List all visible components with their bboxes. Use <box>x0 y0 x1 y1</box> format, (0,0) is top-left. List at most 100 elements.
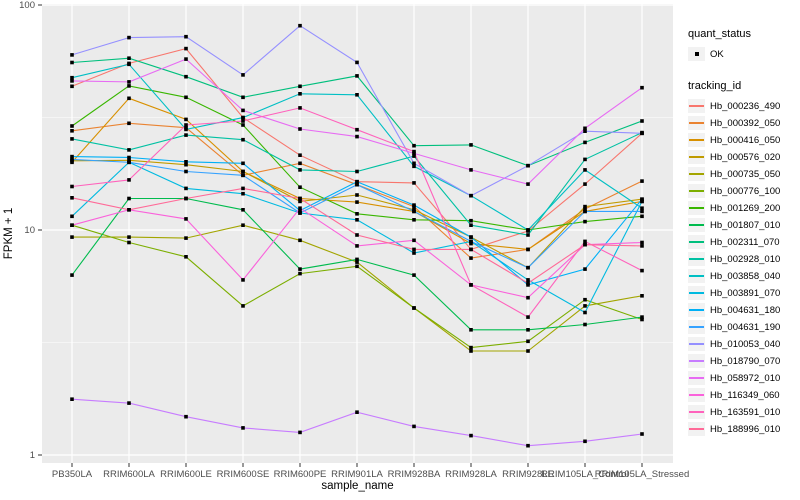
legend-item-label: Hb_001807_010 <box>710 219 781 231</box>
data-point <box>184 186 188 191</box>
data-point <box>127 84 131 88</box>
legend-item-label: Hb_058972_010 <box>710 372 781 384</box>
series-color-swatch <box>688 235 705 249</box>
legend-item-Hb_000735_050: Hb_000735_050 <box>688 167 798 181</box>
data-point <box>412 161 416 166</box>
legend-item-label: Hb_004631_180 <box>710 304 781 316</box>
data-point <box>355 212 359 216</box>
legend-item-Hb_003858_040: Hb_003858_040 <box>688 269 798 283</box>
data-point <box>526 281 530 285</box>
data-point <box>298 153 302 157</box>
data-point <box>127 208 131 212</box>
series-color-swatch <box>688 388 705 402</box>
data-point <box>298 168 302 172</box>
data-point <box>298 267 302 271</box>
data-point <box>526 278 530 282</box>
data-point <box>469 345 473 350</box>
data-point <box>583 267 587 271</box>
data-point <box>241 208 245 212</box>
data-point <box>70 397 74 401</box>
data-point <box>184 57 188 61</box>
data-point <box>127 196 131 201</box>
data-point <box>184 196 188 201</box>
data-point <box>127 121 131 126</box>
data-point <box>298 238 302 243</box>
data-point <box>298 161 302 166</box>
data-point <box>355 233 359 237</box>
data-point <box>583 207 587 211</box>
data-point <box>127 96 131 101</box>
series-color-swatch <box>688 184 705 198</box>
data-point <box>526 443 530 448</box>
legend-item-label: Hb_000576_020 <box>710 151 781 163</box>
legend: quant_status OK tracking_id Hb_000236_49… <box>688 28 798 439</box>
data-point <box>70 84 74 89</box>
data-point <box>127 62 131 67</box>
data-point <box>355 244 359 248</box>
data-point <box>70 60 74 65</box>
data-point <box>640 209 644 214</box>
data-point <box>355 218 359 222</box>
legend-item-label: Hb_003858_040 <box>710 270 781 282</box>
legend-spacer <box>688 64 798 80</box>
data-point <box>640 119 644 123</box>
legend-title-quant-status: quant_status <box>688 28 751 40</box>
data-point <box>583 182 587 186</box>
data-point <box>127 35 131 40</box>
data-point <box>526 339 530 344</box>
data-point <box>640 131 644 136</box>
series-color-swatch <box>688 405 705 419</box>
x-axis-title: sample_name <box>321 480 393 492</box>
x-tick-label: RRIM928BA <box>388 469 441 480</box>
data-point <box>469 239 473 244</box>
x-tick-label: PB350LA <box>52 469 93 480</box>
data-point <box>127 235 131 239</box>
legend-tracking-id-items: Hb_000236_490 Hb_000392_050 Hb_000416_050 H… <box>688 99 798 439</box>
x-tick-label: RRIM901LA <box>331 469 383 480</box>
series-color-swatch <box>688 303 705 317</box>
data-point <box>412 203 416 207</box>
data-point <box>127 158 131 163</box>
data-point <box>469 223 473 227</box>
legend-item-label: Hb_000776_100 <box>710 185 781 197</box>
data-point <box>70 235 74 239</box>
legend-item-Hb_000392_050: Hb_000392_050 <box>688 116 798 130</box>
data-point <box>184 95 188 100</box>
data-point <box>70 79 74 83</box>
series-color-swatch <box>688 150 705 164</box>
data-point <box>298 208 302 213</box>
legend-item-label: Hb_002928_010 <box>710 253 781 265</box>
data-point <box>70 157 74 162</box>
x-tick-label: RRIM600SE <box>217 469 270 480</box>
data-point <box>184 34 188 39</box>
data-point <box>241 426 245 430</box>
data-point <box>526 247 530 252</box>
data-point <box>583 126 587 131</box>
data-point <box>640 317 644 322</box>
data-point <box>241 137 245 142</box>
data-point <box>298 127 302 131</box>
data-point <box>355 93 359 97</box>
data-point <box>412 273 416 277</box>
data-point <box>184 123 188 127</box>
series-color-swatch <box>688 201 705 215</box>
data-point <box>70 124 74 128</box>
data-point <box>526 163 530 168</box>
data-point <box>241 186 245 191</box>
data-point <box>355 410 359 414</box>
data-point <box>241 223 245 227</box>
data-point <box>526 182 530 186</box>
legend-item-Hb_001807_010: Hb_001807_010 <box>688 218 798 232</box>
data-point <box>241 123 245 127</box>
data-point <box>526 349 530 353</box>
series-color-swatch <box>688 269 705 283</box>
data-point <box>640 432 644 436</box>
data-point <box>241 119 245 123</box>
legend-item-Hb_000236_490: Hb_000236_490 <box>688 99 798 113</box>
data-point <box>583 204 587 209</box>
legend-item-Hb_116349_060: Hb_116349_060 <box>688 388 798 402</box>
data-point <box>526 315 530 319</box>
data-point <box>583 209 587 214</box>
data-point <box>127 80 131 84</box>
series-color-swatch <box>688 320 705 334</box>
